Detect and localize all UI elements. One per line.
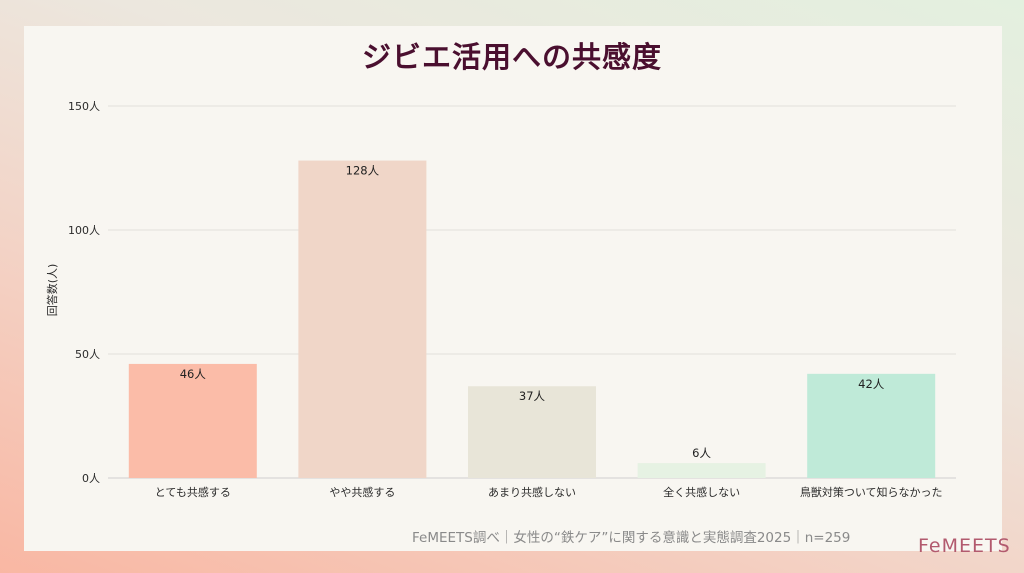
bar — [298, 160, 427, 478]
x-tick-label: 鳥獣対策ついて知らなかった — [800, 485, 943, 499]
bar-value-label: 42人 — [858, 377, 885, 391]
femeets-logo: FeMEETS — [918, 535, 1011, 557]
x-tick-label: とても共感する — [155, 486, 231, 499]
bar — [468, 386, 596, 478]
bar — [637, 463, 766, 478]
chart-title: ジビエ活用への共感度 — [361, 40, 662, 74]
x-tick-label: やや共感する — [329, 486, 395, 499]
bar-value-label: 128人 — [346, 164, 380, 178]
x-tick-label: 全く共感しない — [663, 485, 740, 499]
y-tick-label: 50人 — [75, 348, 100, 361]
bar-value-label: 46人 — [180, 367, 207, 381]
bar — [807, 373, 936, 478]
title-box — [335, 26, 673, 82]
y-tick-label: 150人 — [68, 100, 100, 113]
y-tick-label: 0人 — [82, 472, 100, 485]
bar-value-label: 37人 — [519, 389, 546, 403]
x-tick-label: あまり共感しない — [488, 486, 576, 499]
bar — [128, 363, 257, 478]
source-note: FeMEETS調べ｜女性の“鉄ケア”に関する意識と実態調査2025｜n=259 — [412, 530, 851, 546]
y-tick-label: 100人 — [68, 224, 100, 237]
bar-value-label: 6人 — [692, 446, 711, 460]
